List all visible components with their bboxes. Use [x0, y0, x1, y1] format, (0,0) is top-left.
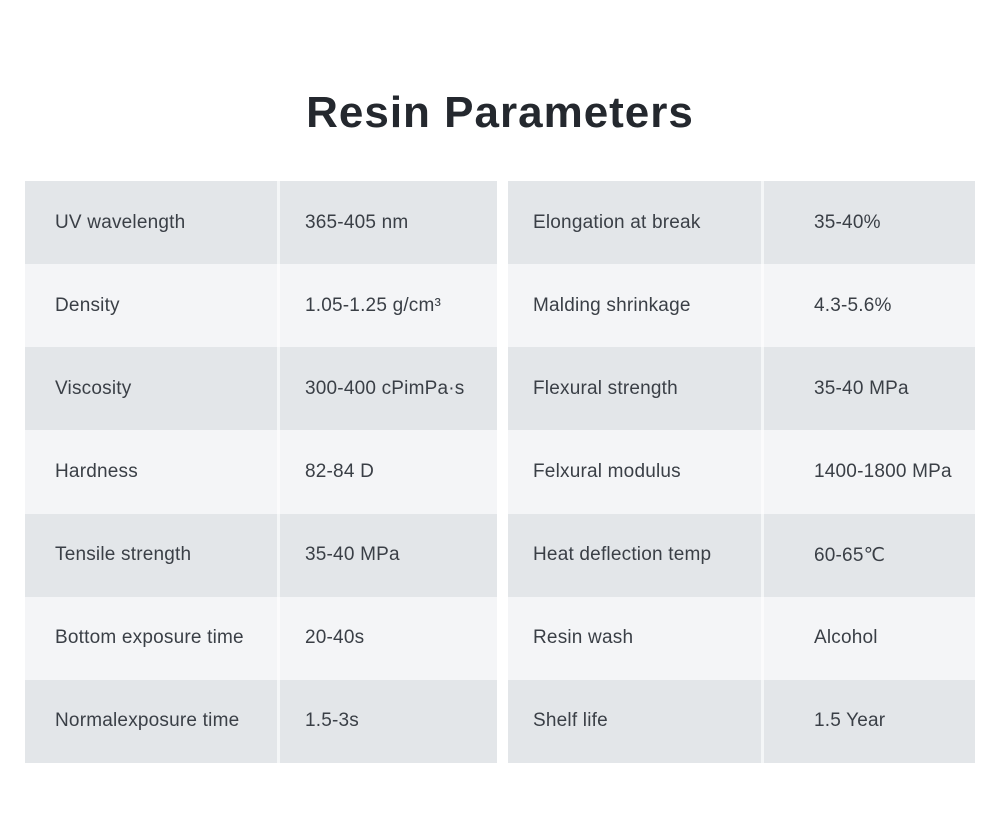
param-value: 1.05-1.25 g/cm³ [277, 264, 497, 348]
table-row: Density 1.05-1.25 g/cm³ [25, 264, 497, 348]
table-row: Viscosity 300-400 cPimPa·s [25, 347, 497, 431]
param-value: 82-84 D [277, 430, 497, 514]
param-value: 35-40% [761, 181, 975, 265]
table-row: Elongation at break 35-40% [508, 181, 975, 265]
param-label: Tensile strength [55, 544, 192, 566]
spec-table-left-column: UV wavelength 365-405 nm Density 1.05-1.… [25, 181, 497, 763]
param-label: Malding shrinkage [533, 294, 691, 316]
param-label: Normalexposure time [55, 710, 240, 732]
param-value: 35-40 MPa [277, 513, 497, 597]
spec-table-right-column: Elongation at break 35-40% Malding shrin… [508, 181, 975, 763]
param-value: 1.5 Year [761, 679, 975, 763]
param-label: Resin wash [533, 627, 634, 649]
param-value: 300-400 cPimPa·s [277, 347, 497, 431]
param-value: 1400-1800 MPa [761, 430, 975, 514]
table-row: Felxural modulus 1400-1800 MPa [508, 430, 975, 514]
table-row: Malding shrinkage 4.3-5.6% [508, 264, 975, 348]
table-row: Heat deflection temp 60-65℃ [508, 513, 975, 597]
param-label: UV wavelength [55, 211, 186, 233]
param-label: Hardness [55, 460, 138, 482]
param-value: 1.5-3s [277, 679, 497, 763]
table-row: Tensile strength 35-40 MPa [25, 513, 497, 597]
table-row: Hardness 82-84 D [25, 430, 497, 514]
param-label: Bottom exposure time [55, 627, 244, 649]
table-row: Bottom exposure time 20-40s [25, 596, 497, 680]
spec-table: UV wavelength 365-405 nm Density 1.05-1.… [25, 181, 975, 763]
param-label: Felxural modulus [533, 460, 681, 482]
param-value: 4.3-5.6% [761, 264, 975, 348]
param-label: Flexural strength [533, 377, 678, 399]
table-row: Flexural strength 35-40 MPa [508, 347, 975, 431]
param-value: 365-405 nm [277, 181, 497, 265]
param-label: Shelf life [533, 710, 608, 732]
param-value: Alcohol [761, 596, 975, 680]
table-row: Shelf life 1.5 Year [508, 679, 975, 763]
param-label: Heat deflection temp [533, 544, 712, 566]
param-label: Viscosity [55, 377, 132, 399]
param-value: 35-40 MPa [761, 347, 975, 431]
table-row: UV wavelength 365-405 nm [25, 181, 497, 265]
page-title: Resin Parameters [306, 88, 694, 138]
param-label: Elongation at break [533, 211, 701, 233]
table-row: Normalexposure time 1.5-3s [25, 679, 497, 763]
param-value: 60-65℃ [761, 513, 975, 597]
table-row: Resin wash Alcohol [508, 596, 975, 680]
param-value: 20-40s [277, 596, 497, 680]
param-label: Density [55, 294, 120, 316]
